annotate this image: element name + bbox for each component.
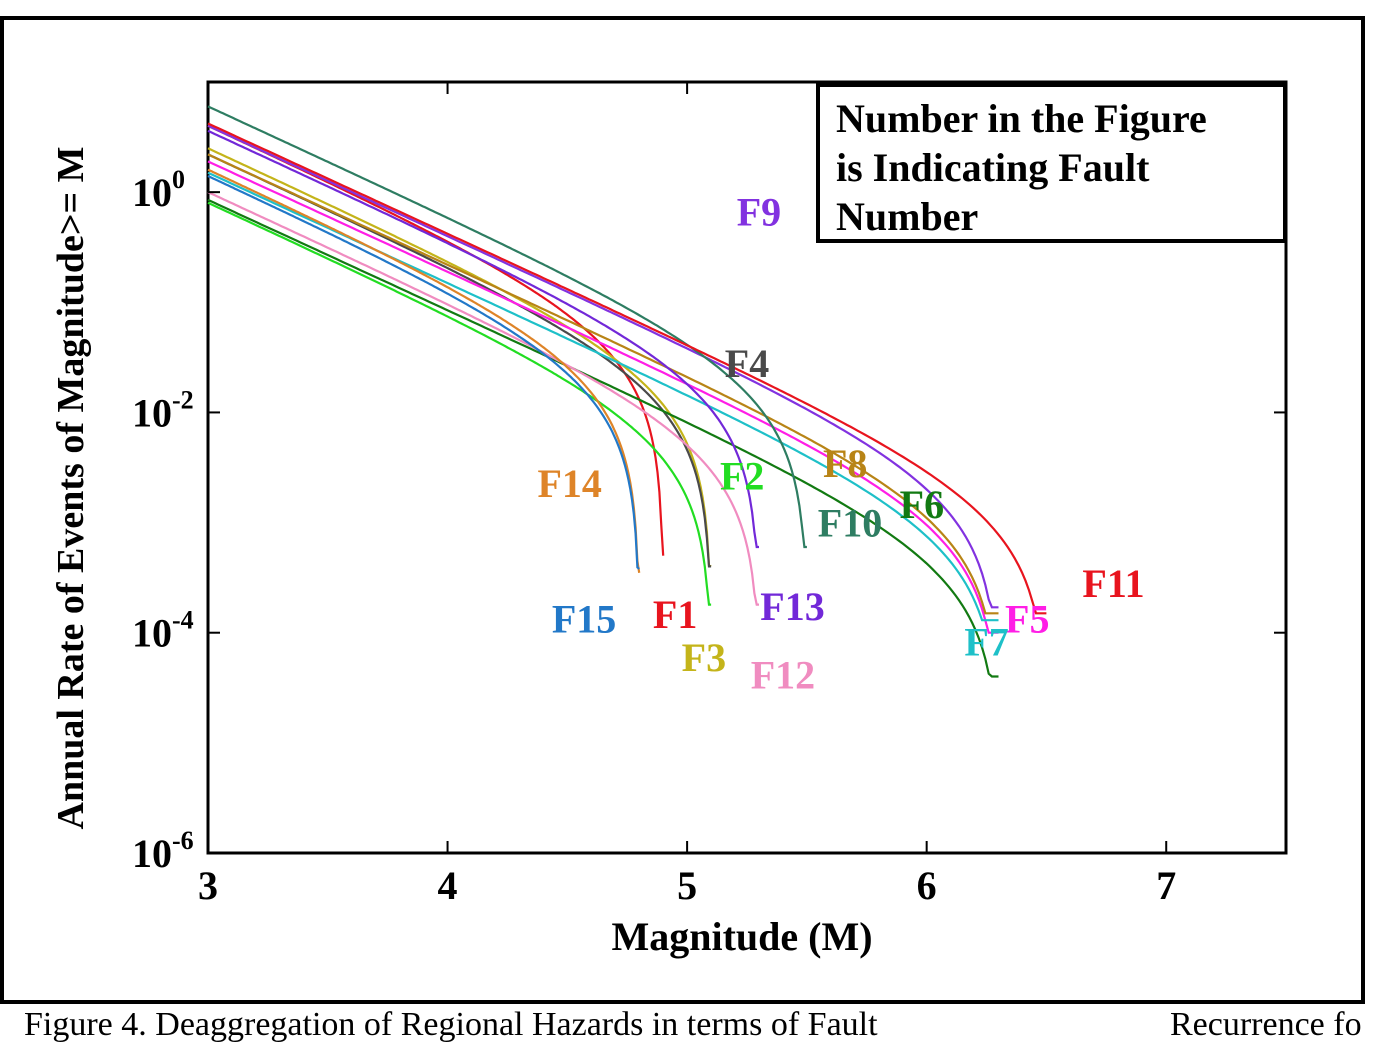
series-line-f5 <box>207 160 999 634</box>
series-line-f12 <box>207 191 759 606</box>
figure-caption-part-1: Figure 4. Deaggregation of Regional Haza… <box>24 1006 878 1043</box>
legend-line-1: Number in the Figure <box>836 96 1207 141</box>
series-label-f5: F5 <box>1005 597 1049 642</box>
y-tick-label: 10-6 <box>132 826 194 876</box>
series-label-f6: F6 <box>900 482 944 527</box>
y-tick-label: 10-4 <box>132 606 194 656</box>
series-label-f7: F7 <box>964 620 1008 665</box>
legend-line-3: Number <box>836 194 978 239</box>
x-tick-label: 4 <box>438 863 458 908</box>
series-label-f8: F8 <box>823 441 867 486</box>
series-label-f11: F11 <box>1082 561 1144 606</box>
legend-line-2: is Indicating Fault <box>836 145 1150 190</box>
y-axis-label: Annual Rate of Events of Magnitude>= M <box>50 147 92 830</box>
x-axis-label: Magnitude (M) <box>611 914 872 959</box>
series-label-f1: F1 <box>653 592 697 637</box>
series-layer <box>207 105 1047 678</box>
series-label-f4: F4 <box>725 341 769 386</box>
y-tick-label: 10-2 <box>132 385 194 435</box>
legend-box: Number in the Figure is Indicating Fault… <box>816 83 1287 243</box>
series-line-f15 <box>207 175 640 570</box>
series-line-f10 <box>207 105 807 549</box>
legend-frame <box>816 83 1287 243</box>
series-label-f12: F12 <box>751 653 815 698</box>
series-label-f2: F2 <box>720 453 764 498</box>
axes-box <box>206 80 1288 855</box>
series-line-f8 <box>207 153 999 615</box>
series-line-f6 <box>207 198 999 678</box>
series-label-f14: F14 <box>538 461 602 506</box>
series-line-f11 <box>207 122 1047 615</box>
series-label-f3: F3 <box>682 635 726 680</box>
series-line-f13 <box>207 129 759 549</box>
x-tick-label: 6 <box>917 863 937 908</box>
figure-caption-part-2: Recurrence fo <box>1170 1006 1362 1043</box>
fault-labels: F1 F2 F3 F4 F5 F6 F7 F8 F9 F10 F11 F12 F13 F14 F15 <box>538 189 1145 697</box>
series-line-f14 <box>207 168 641 573</box>
x-tick-label: 3 <box>198 863 218 908</box>
series-label-f15: F15 <box>552 597 616 642</box>
series-label-f9: F9 <box>737 189 781 234</box>
series-line-f9 <box>207 124 999 609</box>
figure-border <box>0 16 1365 1004</box>
y-tick-label: 100 <box>132 165 185 215</box>
x-tick-label: 5 <box>677 863 697 908</box>
series-label-f10: F10 <box>818 500 882 545</box>
series-line-f3 <box>207 147 712 568</box>
x-tick-label: 7 <box>1156 863 1176 908</box>
series-label-f13: F13 <box>760 584 824 629</box>
series-line-f2 <box>207 201 712 606</box>
ticks-layer: 3 4 5 6 7 100 10-2 10-4 10-6 <box>132 82 1286 908</box>
